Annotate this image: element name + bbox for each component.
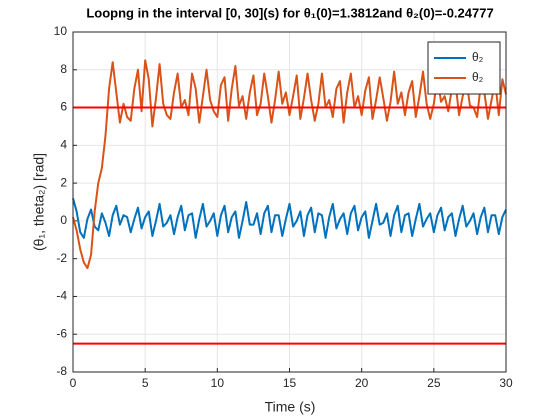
x-tick-label: 10 [211,376,225,390]
y-tick-label: 8 [60,62,67,76]
x-tick-label: 15 [283,376,297,390]
chart-title: Loopng in the interval [0, 30](s) for θ₁… [86,5,493,20]
y-tick-label: 4 [60,138,67,152]
x-tick-label: 30 [499,376,513,390]
y-tick-label: -6 [56,326,67,340]
y-tick-label: -8 [56,364,67,378]
y-tick-label: -2 [56,251,67,265]
legend-label: θ₂ [472,50,484,64]
x-tick-label: 25 [427,376,441,390]
series-line [72,197,507,239]
y-tick-label: 2 [60,175,67,189]
x-tick-label: 0 [70,376,77,390]
y-tick-label: 10 [54,24,68,38]
legend-label: θ₂ [472,70,484,84]
x-tick-label: 5 [142,376,149,390]
y-axis-label: (θ₁, theta₂) [rad] [31,153,47,251]
y-tick-label: 6 [60,100,67,114]
y-tick-label: 0 [60,213,67,227]
y-tick-label: -4 [56,289,67,303]
x-tick-label: 20 [355,376,369,390]
x-axis-label: Time (s) [265,399,316,415]
legend-box [427,41,501,95]
axes-box [72,31,507,373]
series-line [72,59,507,270]
